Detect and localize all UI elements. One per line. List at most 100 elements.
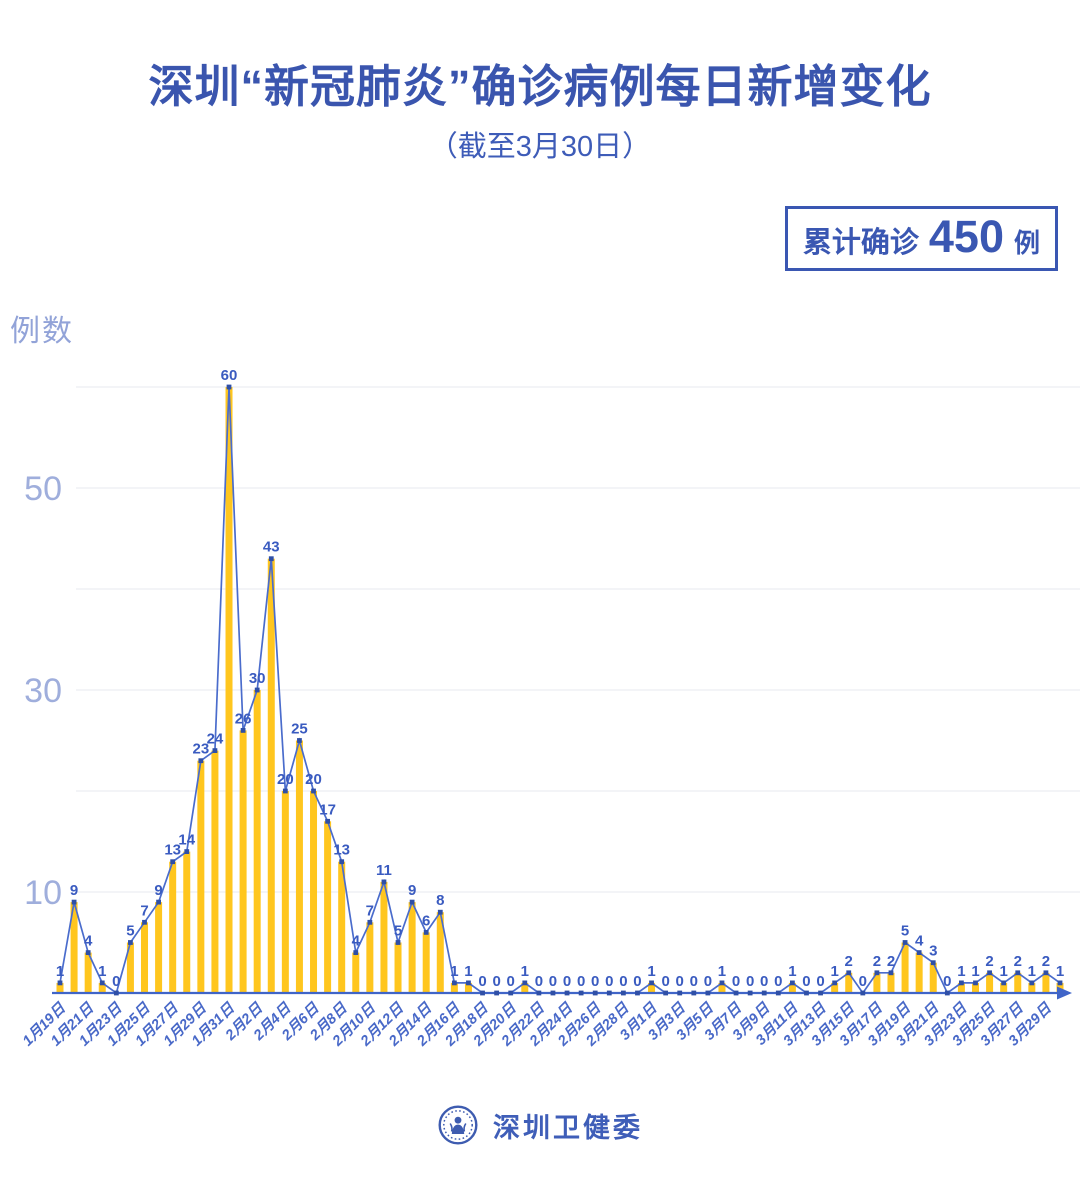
shenzhen-health-commission-logo-icon [438,1105,478,1145]
data-point-marker [1057,980,1063,986]
data-point-marker [508,990,514,996]
data-point-marker [451,980,457,986]
bar [648,982,656,993]
value-label: 4 [84,933,93,950]
daily-new-cases-chart: 1030501941057913142324602630432025201713… [20,367,1080,1050]
data-point-marker [818,990,823,996]
data-point-marker [663,990,669,996]
value-label: 0 [591,973,599,990]
bar [338,861,346,993]
value-label: 5 [126,923,134,940]
y-tick-label: 30 [24,672,62,710]
data-point-marker [691,990,697,996]
data-point-marker [57,980,63,986]
bar [197,760,205,993]
bar [521,982,529,993]
data-point-marker [789,980,795,986]
data-point-marker [423,930,429,935]
data-point-marker [705,990,711,996]
value-label: 17 [319,801,336,818]
data-point-marker [311,788,316,794]
data-point-marker [254,687,260,693]
data-point-marker [437,909,443,915]
bar [211,750,219,993]
value-label: 0 [802,973,810,990]
data-point-marker [85,950,91,955]
value-label: 2 [887,953,895,970]
header: 深圳“新冠肺炎”确诊病例每日新增变化 （截至3月30日） [0,0,1080,165]
bar [831,982,839,993]
value-label: 1 [450,963,458,980]
value-label: 1 [56,963,64,980]
bar [1042,972,1050,993]
value-label: 0 [563,973,571,990]
bar [366,922,374,993]
value-label: 0 [633,973,641,990]
data-point-marker [888,970,894,976]
data-point-marker [916,950,922,955]
bar [986,972,994,993]
bar [929,962,937,993]
data-point-marker [1043,970,1049,976]
value-label: 2 [1042,953,1050,970]
value-label: 1 [464,963,472,980]
value-label: 0 [746,973,754,990]
data-point-marker [212,748,218,753]
bar [845,972,853,993]
value-label: 2 [845,953,853,970]
data-point-marker [606,990,612,996]
data-point-marker [832,980,838,986]
bar [169,861,177,993]
data-point-marker [775,990,781,996]
data-point-marker [1015,970,1021,976]
data-point-marker [99,980,105,986]
data-point-marker [156,899,161,905]
data-point-marker [226,384,232,390]
data-point-marker [522,980,528,986]
bar [915,952,923,993]
page-subtitle: （截至3月30日） [428,131,652,163]
data-point-marker [282,788,288,794]
data-point-marker [184,849,190,854]
value-label: 20 [305,771,322,788]
value-label: 26 [235,710,252,727]
value-label: 0 [676,973,684,990]
data-point-marker [719,980,725,986]
data-point-marker [564,990,570,996]
badge-label: 累计确诊 [802,227,919,259]
value-label: 1 [647,963,655,980]
value-label: 1 [1056,963,1064,980]
value-label: 20 [277,771,294,788]
data-point-marker [1001,980,1007,986]
y-tick-label: 10 [24,874,62,912]
value-label: 23 [193,741,210,758]
bar [408,902,416,993]
value-label: 7 [140,902,148,919]
value-label: 9 [408,882,416,899]
x-axis-arrow [1057,986,1072,1000]
data-point-marker [466,980,471,986]
data-point-marker [381,879,387,885]
data-point-marker [944,990,950,996]
data-point-marker [409,899,415,905]
bar [1014,972,1022,993]
value-label: 4 [915,933,924,950]
value-label: 1 [521,963,529,980]
value-label: 11 [376,862,392,879]
data-point-marker [592,990,598,996]
value-label: 0 [943,973,951,990]
data-point-marker [367,919,373,925]
data-point-marker [959,980,964,986]
bar [141,922,149,993]
value-label: 1 [830,963,838,980]
badge-value: 450 [928,211,1004,262]
value-label: 0 [859,973,867,990]
value-label: 0 [478,973,486,990]
data-point-marker [353,950,359,955]
data-point-marker [240,728,246,733]
value-label: 0 [549,973,557,990]
bar [126,942,134,993]
value-label: 4 [352,933,361,950]
data-point-marker [747,990,753,996]
